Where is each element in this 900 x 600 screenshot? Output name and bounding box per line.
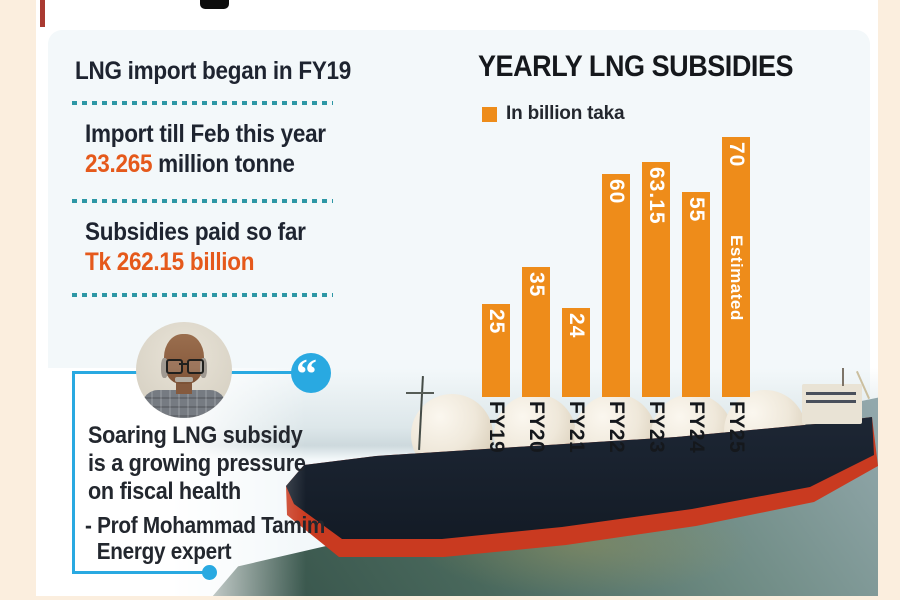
fact-value: 23.265	[85, 150, 153, 178]
bar-category-label: FY23	[645, 401, 668, 454]
bar-FY20: 35	[522, 267, 550, 397]
bar-category-label: FY22	[605, 401, 628, 454]
portrait-glasses-bridge	[179, 363, 187, 365]
bar-FY22: 60	[602, 174, 630, 397]
stern-superstructure	[802, 384, 862, 424]
fact-suffix: million tonne	[152, 150, 295, 178]
quote-attribution: - Prof Mohammad Tamim Energy expert	[85, 512, 352, 564]
bar-value-label: 55	[685, 197, 708, 223]
portrait-shoulders	[142, 390, 226, 418]
bar-value-label: 25	[485, 309, 508, 335]
chart-title-text: YEARLY LNG SUBSIDIES	[478, 50, 794, 83]
dotted-divider	[72, 101, 333, 105]
dotted-divider	[72, 293, 333, 297]
quote-line: Soaring LNG subsidy	[88, 422, 303, 449]
bar-category-label: FY19	[485, 401, 508, 454]
expert-portrait	[136, 322, 232, 418]
legend-swatch	[482, 106, 497, 122]
stern-windows	[806, 392, 856, 395]
fact-value: Tk 262.15 billion	[85, 248, 255, 276]
portrait-mustache	[175, 377, 193, 382]
quote-connector-dot	[202, 565, 217, 580]
attribution-role: Energy expert	[96, 538, 232, 564]
stern-mast	[842, 368, 844, 386]
bar-FY24: 55	[682, 192, 710, 397]
frame-left	[0, 0, 36, 600]
fact-text: LNG import began in FY19	[75, 57, 352, 85]
masthead-red-fragment	[40, 0, 45, 27]
attribution-name: - Prof Mohammad Tamim	[85, 512, 326, 538]
frame-right	[878, 0, 900, 600]
bar-category-label: FY25	[725, 401, 748, 454]
legend-label: In billion taka	[506, 103, 625, 124]
bar-FY23: 63.15	[642, 162, 670, 397]
bar-value-label: 63.15	[645, 167, 668, 225]
bar-value-label: 24	[565, 313, 588, 339]
bar-value-label: 70	[725, 142, 748, 168]
bar-annotation: Estimated	[727, 235, 746, 321]
quote-glyph: “	[296, 352, 317, 398]
quote-connector-line	[72, 371, 75, 574]
portrait-hair	[161, 358, 168, 378]
bar-FY25: 70 Estimated	[722, 137, 750, 397]
bar-category-label: FY24	[685, 401, 708, 454]
fact-import-began: LNG import began in FY19	[75, 56, 382, 86]
quotation-mark-icon: “	[291, 352, 331, 398]
dotted-divider	[72, 199, 333, 203]
expert-quote: Soaring LNG subsidy is a growing pressur…	[88, 422, 330, 506]
fact-import-volume: Import till Feb this year 23.265 million…	[85, 119, 353, 179]
bar-category-label: FY20	[525, 401, 548, 454]
bow-spar	[406, 392, 434, 394]
fact-subsidies-paid: Subsidies paid so far Tk 262.15 billion	[85, 217, 330, 277]
portrait-glasses	[166, 359, 183, 374]
chart-title: YEARLY LNG SUBSIDIES	[478, 50, 828, 84]
fact-text: Subsidies paid so far	[85, 218, 306, 246]
lng-ship-photo	[36, 368, 878, 596]
masthead-logo-fragment	[200, 0, 229, 9]
portrait-glasses	[187, 359, 204, 374]
bar-value-label: 60	[605, 179, 628, 205]
fact-text: Import till Feb this year	[85, 120, 326, 148]
bar-value-label: 35	[525, 272, 548, 298]
quote-line: is a growing pressure	[88, 450, 306, 477]
frame-bottom	[0, 596, 900, 600]
bar-category-label: FY21	[565, 401, 588, 454]
chart-legend: In billion taka	[482, 103, 625, 125]
quote-connector-line	[72, 571, 206, 574]
bar-FY21: 24	[562, 308, 590, 397]
quote-line: on fiscal health	[88, 478, 241, 505]
bar-FY19: 25	[482, 304, 510, 397]
